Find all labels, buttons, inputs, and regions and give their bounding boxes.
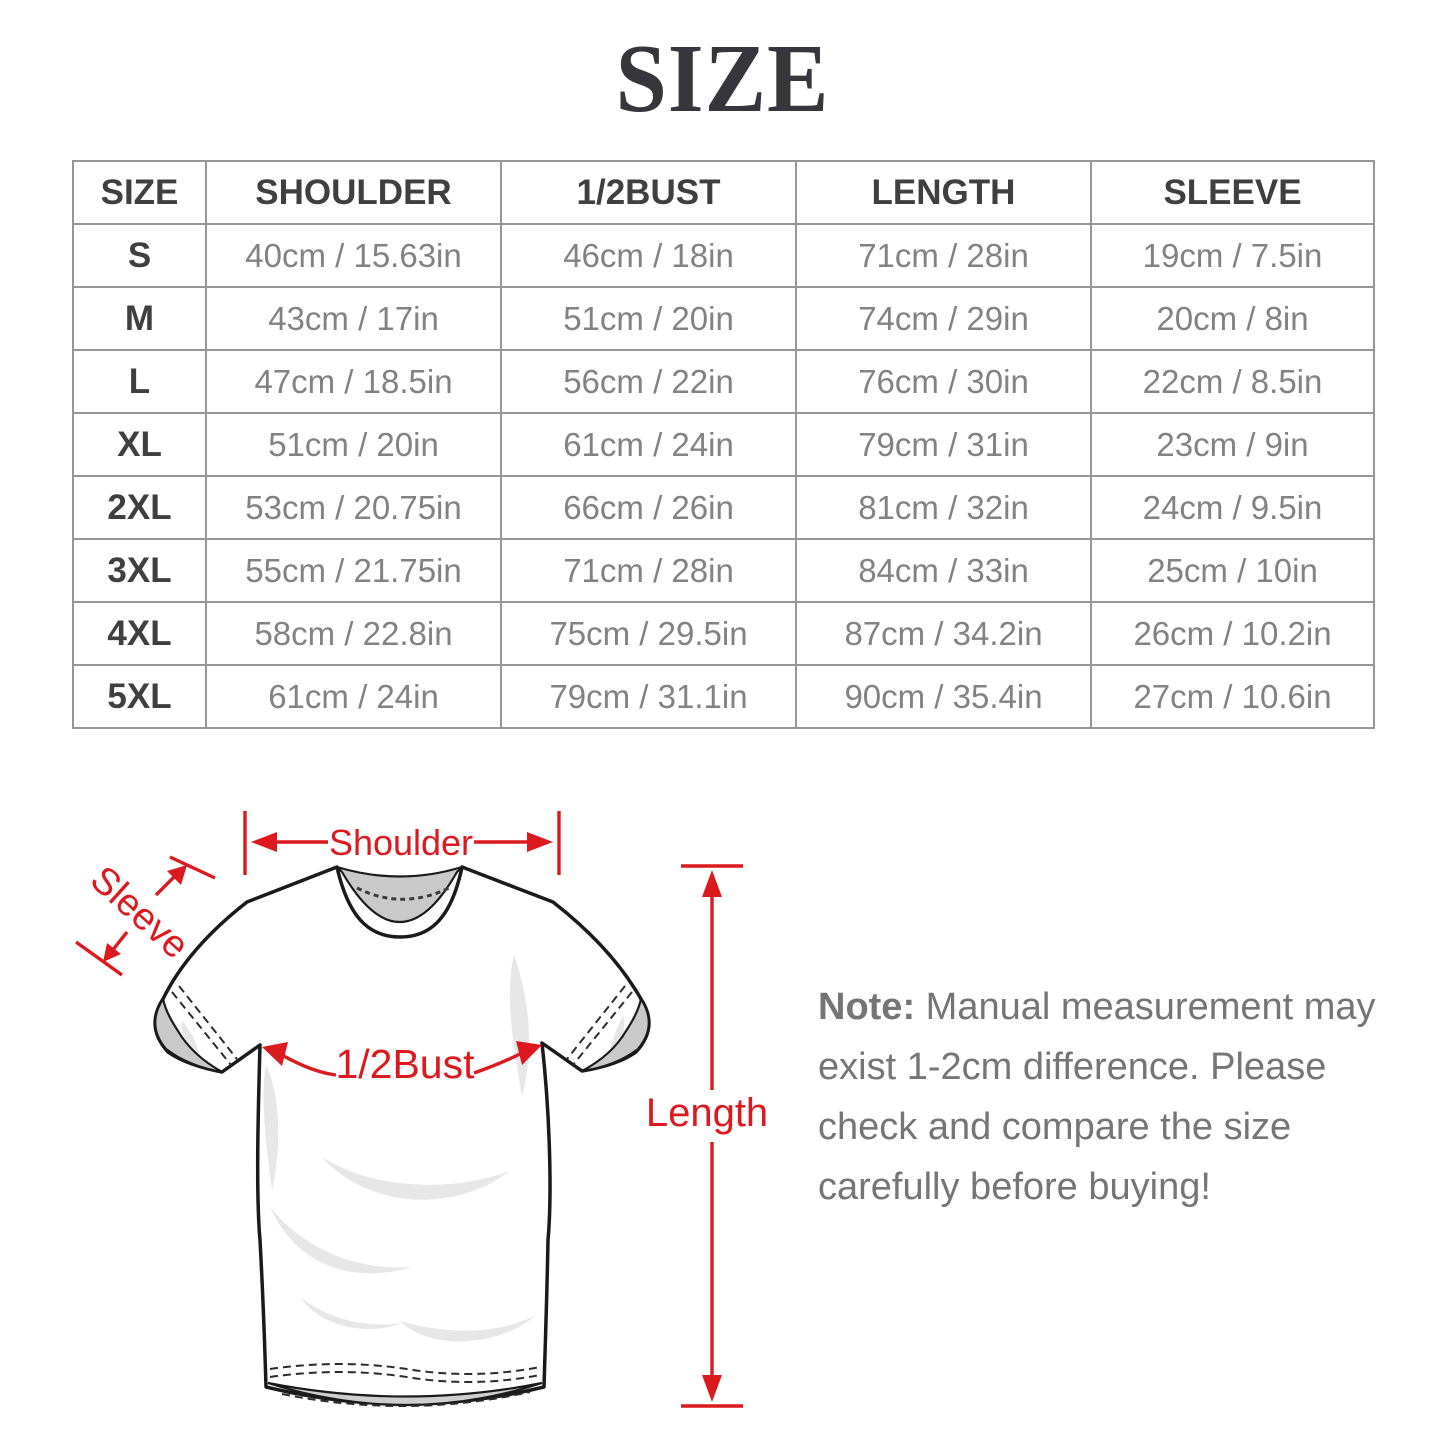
shoulder-measure-arrow: Shoulder <box>243 811 561 875</box>
shoulder-value: 58cm / 22.8in <box>205 601 502 666</box>
half-bust-value: 75cm / 29.5in <box>500 601 797 666</box>
collar-inner-gray <box>335 865 464 924</box>
shoulder-value: 61cm / 24in <box>205 664 502 729</box>
table-row: XL 51cm / 20in 61cm / 24in 79cm / 31in 2… <box>72 412 1375 477</box>
length-value: 90cm / 35.4in <box>795 664 1092 729</box>
size-label: M <box>72 286 207 351</box>
length-value: 76cm / 30in <box>795 349 1092 414</box>
sleeve-value: 23cm / 9in <box>1090 412 1375 477</box>
sleeve-value: 20cm / 8in <box>1090 286 1375 351</box>
half-bust-value: 71cm / 28in <box>500 538 797 603</box>
table-row: 4XL 58cm / 22.8in 75cm / 29.5in 87cm / 3… <box>72 601 1375 666</box>
size-label: XL <box>72 412 207 477</box>
size-label: 2XL <box>72 475 207 540</box>
table-row: 5XL 61cm / 24in 79cm / 31.1in 90cm / 35.… <box>72 664 1375 729</box>
collar <box>335 865 464 924</box>
table-row: L 47cm / 18.5in 56cm / 22in 76cm / 30in … <box>72 349 1375 414</box>
note-label: Note: <box>818 986 916 1028</box>
cuff-stitching <box>171 985 633 1066</box>
length-value: 87cm / 34.2in <box>795 601 1092 666</box>
size-table: SIZE SHOULDER 1/2BUST LENGTH SLEEVE S 40… <box>72 160 1375 729</box>
shoulder-value: 40cm / 15.63in <box>205 223 502 288</box>
table-header-row: SIZE SHOULDER 1/2BUST LENGTH SLEEVE <box>72 160 1375 225</box>
size-label: L <box>72 349 207 414</box>
header-shoulder: SHOULDER <box>205 160 502 225</box>
half-bust-measure-arrow: 1/2Bust <box>262 1041 542 1087</box>
size-label: S <box>72 223 207 288</box>
length-value: 74cm / 29in <box>795 286 1092 351</box>
shoulder-value: 47cm / 18.5in <box>205 349 502 414</box>
sleeve-value: 27cm / 10.6in <box>1090 664 1375 729</box>
header-half-bust: 1/2BUST <box>500 160 797 225</box>
table-row: 2XL 53cm / 20.75in 66cm / 26in 81cm / 32… <box>72 475 1375 540</box>
length-value: 81cm / 32in <box>795 475 1092 540</box>
note-line-1: Note: Manual measurement may <box>818 986 1376 1028</box>
table-row: S 40cm / 15.63in 46cm / 18in 71cm / 28in… <box>72 223 1375 288</box>
size-label: 4XL <box>72 601 207 666</box>
length-value: 71cm / 28in <box>795 223 1092 288</box>
length-measure-arrow: Length <box>646 864 768 1408</box>
half-bust-value: 46cm / 18in <box>500 223 797 288</box>
sleeve-value: 22cm / 8.5in <box>1090 349 1375 414</box>
half-bust-label: 1/2Bust <box>335 1041 475 1087</box>
measurement-note: Note: Manual measurement may exist 1-2cm… <box>818 977 1398 1217</box>
header-size: SIZE <box>72 160 207 225</box>
collar-stitching <box>356 885 452 901</box>
length-value: 79cm / 31in <box>795 412 1092 477</box>
half-bust-value: 51cm / 20in <box>500 286 797 351</box>
half-bust-value: 66cm / 26in <box>500 475 797 540</box>
size-label: 5XL <box>72 664 207 729</box>
header-length: LENGTH <box>795 160 1092 225</box>
half-bust-value: 61cm / 24in <box>500 412 797 477</box>
shoulder-value: 43cm / 17in <box>205 286 502 351</box>
shoulder-value: 51cm / 20in <box>205 412 502 477</box>
sleeve-value: 24cm / 9.5in <box>1090 475 1375 540</box>
hem-fold <box>267 1381 543 1407</box>
table-row: 3XL 55cm / 21.75in 71cm / 28in 84cm / 33… <box>72 538 1375 603</box>
length-label: Length <box>646 1091 768 1135</box>
header-sleeve: SLEEVE <box>1090 160 1375 225</box>
tshirt-measurement-diagram: Shoulder Sleeve 1/2Bust Length <box>75 811 768 1408</box>
shoulder-value: 53cm / 20.75in <box>205 475 502 540</box>
note-line-3: check and compare the size <box>818 1106 1292 1148</box>
hem <box>267 1363 543 1407</box>
note-line-2: exist 1-2cm difference. Please <box>818 1046 1327 1088</box>
sleeve-value: 19cm / 7.5in <box>1090 223 1375 288</box>
table-row: M 43cm / 17in 51cm / 20in 74cm / 29in 20… <box>72 286 1375 351</box>
right-cuff-opening <box>580 997 650 1073</box>
size-label: 3XL <box>72 538 207 603</box>
sleeve-value: 25cm / 10in <box>1090 538 1375 603</box>
sleeve-value: 26cm / 10.2in <box>1090 601 1375 666</box>
shoulder-label: Shoulder <box>329 822 473 863</box>
page-title: SIZE <box>615 25 830 133</box>
half-bust-value: 79cm / 31.1in <box>500 664 797 729</box>
shoulder-value: 55cm / 21.75in <box>205 538 502 603</box>
length-value: 84cm / 33in <box>795 538 1092 603</box>
half-bust-value: 56cm / 22in <box>500 349 797 414</box>
left-cuff-opening <box>154 997 224 1074</box>
tshirt-outline <box>153 865 651 1406</box>
note-line-4: carefully before buying! <box>818 1166 1211 1208</box>
